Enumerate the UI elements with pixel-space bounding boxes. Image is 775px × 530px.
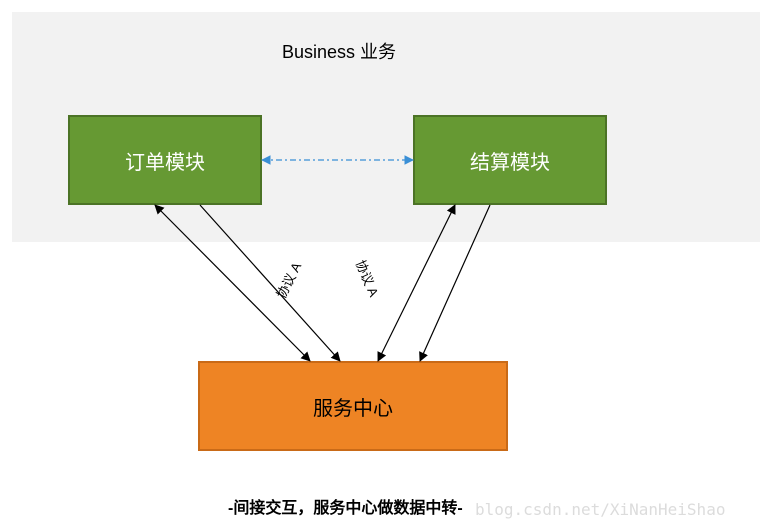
node-order-label: 订单模块 (125, 146, 205, 175)
figure-caption: -间接交互，服务中心做数据中转- (228, 494, 463, 518)
business-title: Business 业务 (282, 38, 396, 64)
node-service-center: 服务中心 (198, 361, 508, 451)
node-settle-label: 结算模块 (470, 146, 550, 175)
node-center-label: 服务中心 (313, 392, 393, 421)
node-settlement-module: 结算模块 (413, 115, 607, 205)
node-order-module: 订单模块 (68, 115, 262, 205)
watermark-text: blog.csdn.net/XiNanHeiShao (475, 500, 725, 519)
edge-label-protocol-a-right: 协议 A (352, 257, 384, 300)
edge-label-protocol-a-left: 协议 A (271, 259, 305, 302)
diagram-canvas: Business 业务 订单模块 结算模块 服务中心 协议 A 协议 A -间接… (0, 0, 775, 530)
